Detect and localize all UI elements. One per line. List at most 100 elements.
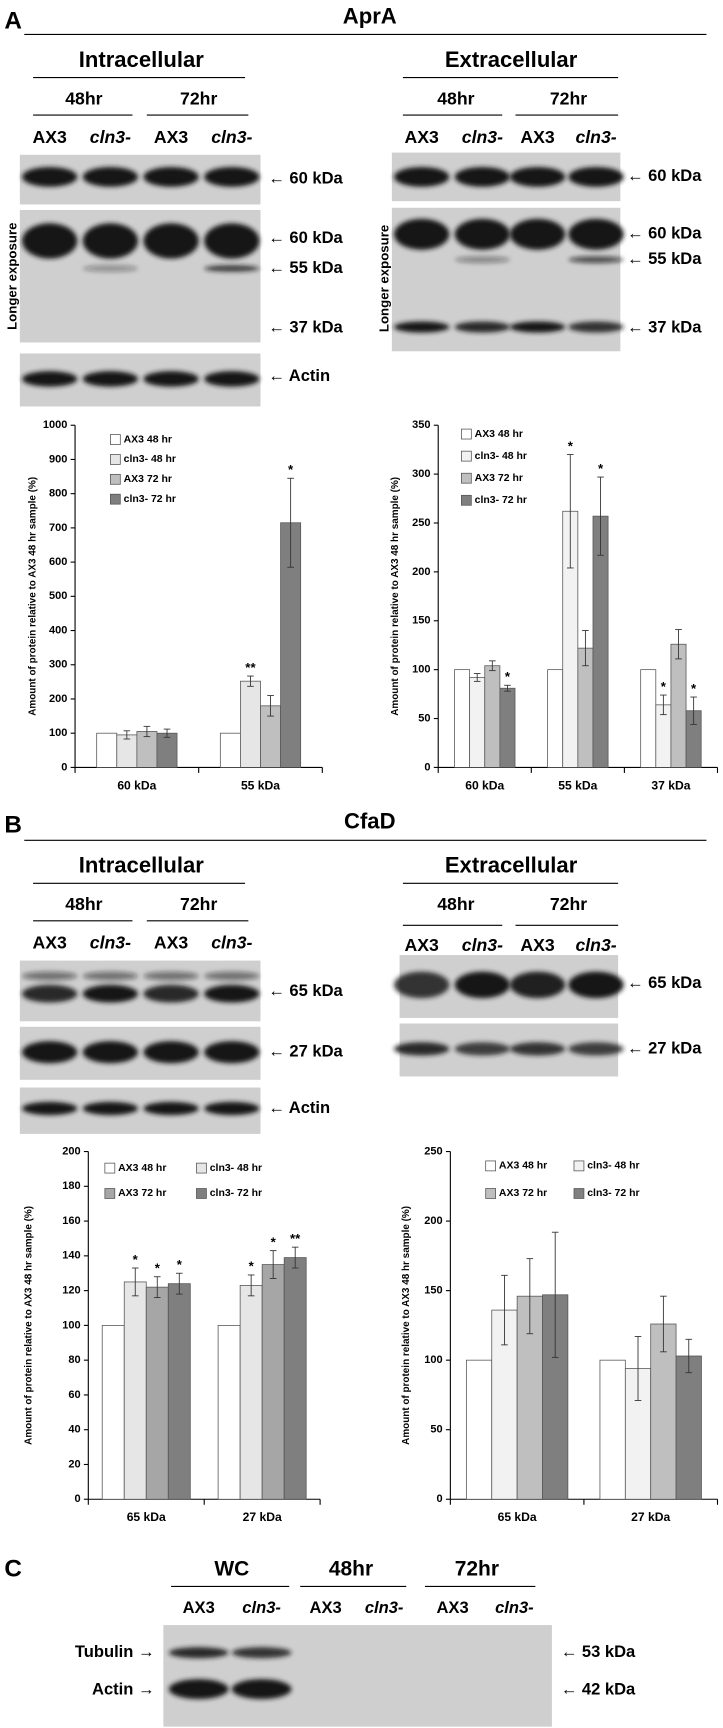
error-bar [582,630,589,667]
legend-label: cln3- 72 hr [587,1188,639,1199]
band-label: ← 42 kDa [561,1680,636,1699]
band [231,1647,292,1659]
band-label: ← 37 kDa [627,317,702,336]
legend-label: cln3- 72 hr [210,1188,262,1199]
band [143,166,199,187]
band [168,1647,229,1659]
band-label: ← 60 kDa [627,166,702,185]
band [454,166,510,187]
band-label: ← 60 kDa [627,224,702,243]
legend-swatch [109,454,121,465]
timepoint: 48hr [437,894,474,914]
y-tick-label: 300 [412,468,430,480]
error-bar [685,1338,693,1374]
band-label: ← 55 kDa [268,258,343,277]
error-bar [143,725,151,738]
y-axis-label: Amount of protein relative to AX3 48 hr … [401,1206,412,1445]
lane-label: AX3 [310,1598,342,1617]
timepoint: 72hr [180,88,217,108]
error-bar [597,476,604,556]
band [568,971,624,999]
band-label: ← 27 kDa [627,1038,702,1057]
bar [499,687,516,768]
x-tick-label: 65 kDa [498,1510,537,1524]
x-tick-label: 27 kDa [631,1510,670,1524]
band-label: ← Actin [268,1098,330,1117]
y-tick-label: 200 [412,566,430,578]
band [143,1101,199,1116]
bar [145,1286,169,1500]
lane-label: AX3 [32,933,67,953]
error-bar [247,675,254,687]
bar [465,1359,493,1500]
legend-swatch [461,472,472,484]
band [454,1042,510,1056]
error-bar [504,684,511,692]
band [204,371,260,387]
band [82,166,138,187]
y-tick-label: 50 [418,712,430,724]
band-label: ← 37 kDa [268,317,343,336]
significance: * [568,438,574,453]
legend-swatch [109,493,121,505]
band [394,1042,450,1056]
band [394,166,450,187]
x-tick-label: 60 kDa [465,778,504,792]
timepoint: 48hr [65,88,102,108]
y-tick-label: 200 [49,693,67,705]
legend-label: cln3- 48 hr [124,454,176,465]
band [394,321,450,333]
bar [261,1264,285,1500]
lane-label: cln3- [242,1598,281,1617]
band [143,984,199,1003]
band [509,971,566,999]
timepoint: 72hr [180,894,217,914]
band-label: ← 60 kDa [268,228,343,247]
y-tick-label: 1000 [43,419,68,431]
panel-title: AprA [343,4,397,29]
legend-label: AX3 48 hr [118,1163,166,1174]
band [454,256,510,263]
band [22,984,78,1003]
y-tick-label: 80 [68,1354,80,1366]
band [204,1101,260,1116]
lane-label: cln3- [495,1598,534,1617]
significance: * [177,1257,183,1272]
y-axis-label: Amount of protein relative to AX3 48 hr … [390,477,401,716]
legend-swatch [573,1160,585,1172]
legend-swatch [461,494,472,506]
legend-swatch [109,434,121,445]
lane-label: AX3 [404,935,439,955]
error-bar [247,1274,255,1297]
legend-label: cln3- 48 hr [475,451,527,462]
band [568,256,624,263]
band [394,218,450,250]
bar [599,1359,626,1500]
band [454,321,510,333]
lane-label: AX3 [154,933,189,953]
significance: * [598,461,604,476]
bar [547,669,564,768]
legend-swatch [109,473,121,485]
error-bar [473,673,481,682]
y-tick-label: 250 [424,1145,442,1157]
legend-label: cln3- 48 hr [210,1163,262,1174]
y-tick-label: 200 [424,1215,442,1227]
y-tick-label: 900 [49,453,67,465]
error-bar [634,1336,642,1401]
lane-label: cln3- [365,1598,404,1617]
bar [484,665,501,768]
band [204,265,260,272]
band [568,218,624,250]
legend-label: AX3 72 hr [124,474,172,485]
y-tick-label: 800 [49,488,67,500]
lane-label: cln3- [462,935,503,955]
error-bar [675,629,682,660]
bar [239,1285,263,1500]
y-tick-label: 40 [68,1424,80,1436]
lane-label: AX3 [183,1598,215,1617]
legend-label: AX3 48 hr [475,429,523,440]
significance: * [661,679,667,694]
band [454,218,510,250]
